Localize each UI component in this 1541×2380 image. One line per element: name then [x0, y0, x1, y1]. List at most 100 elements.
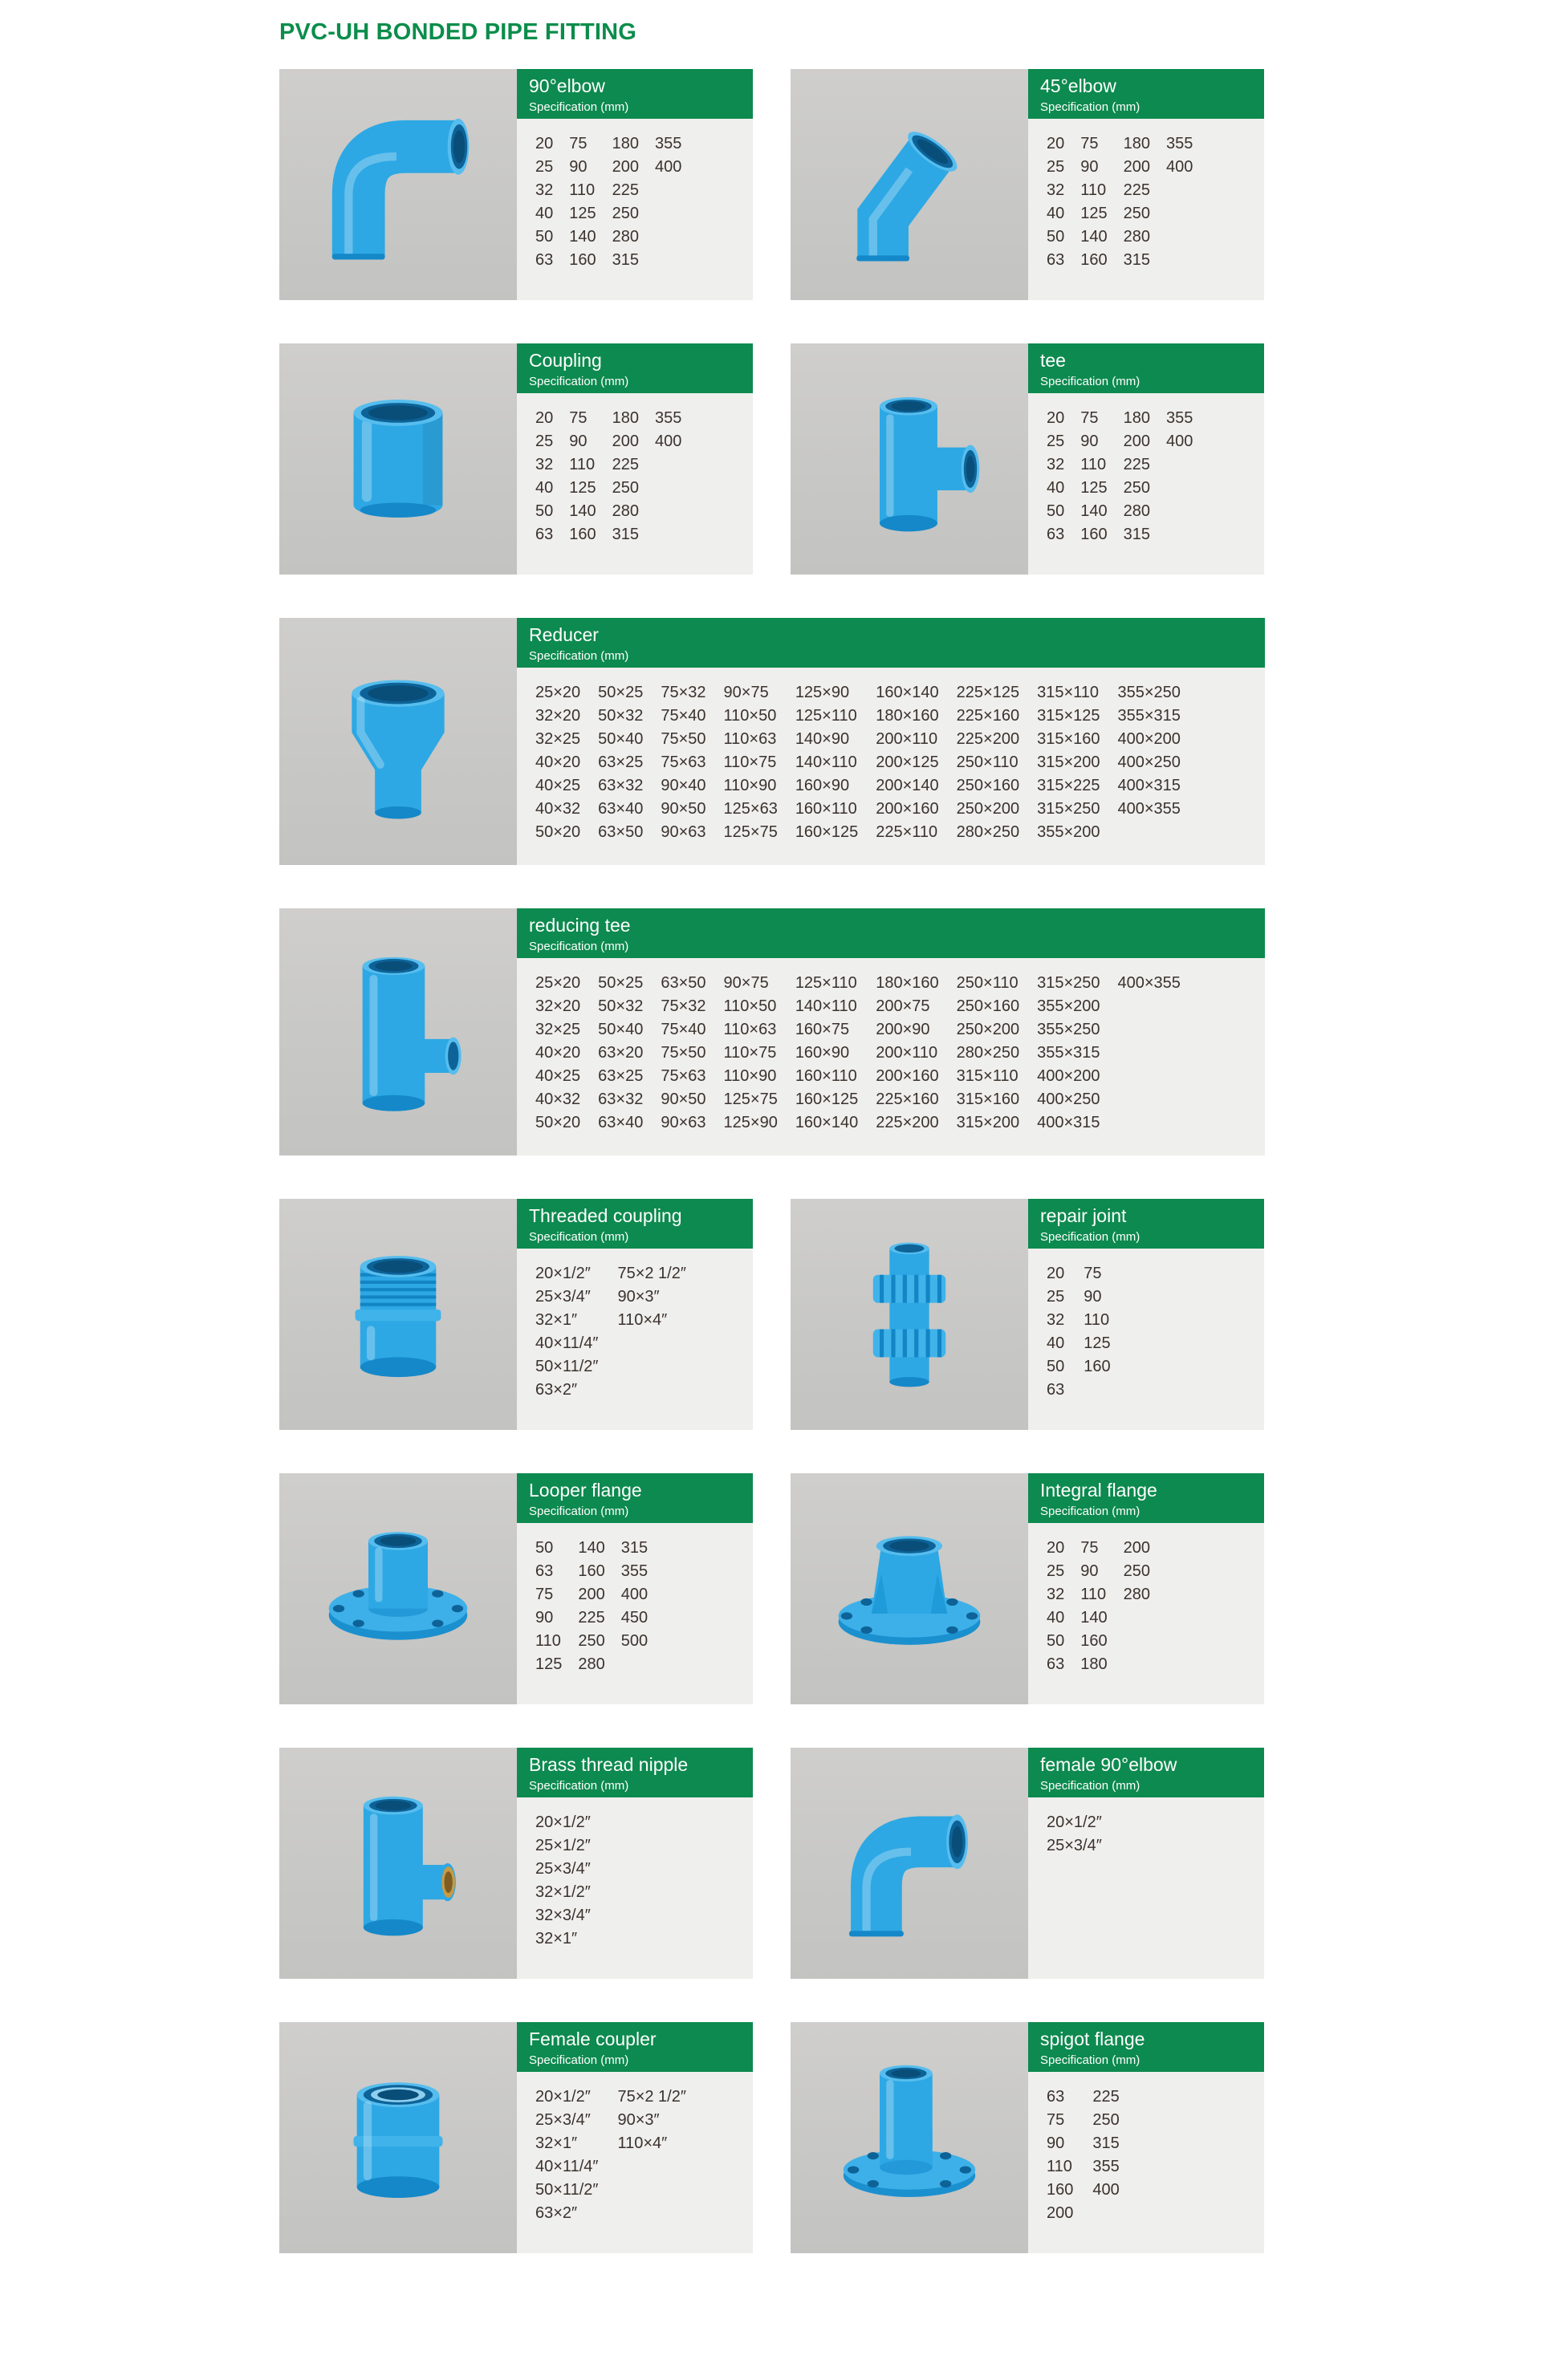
- spec-panel: Integral flange Specification (mm) 20 75 2…: [1028, 1473, 1264, 1704]
- spec-value: 25×20: [535, 684, 581, 701]
- spec-value: [617, 2205, 686, 2221]
- spec-value: 315: [1092, 2134, 1120, 2152]
- spec-value: 50: [535, 1539, 554, 1557]
- spec-value: 400×315: [1117, 777, 1181, 794]
- spec-value: 90: [1080, 158, 1099, 176]
- spec-value: [1092, 2205, 1119, 2221]
- spec-value: 110×75: [723, 1044, 777, 1062]
- female-coupler-fitting-icon: [353, 2082, 443, 2198]
- spec-value: [617, 1335, 686, 1351]
- spec-value: [1118, 824, 1181, 840]
- spec-header: 90°elbow Specification (mm): [517, 69, 753, 119]
- spec-value: 50×40: [598, 1021, 644, 1038]
- product-title: 45°elbow: [1040, 75, 1116, 96]
- spec-value: 160: [578, 1562, 605, 1580]
- spec-value: 20×1/2″: [535, 1265, 591, 1282]
- spec-value: 20×1/2″: [535, 2088, 591, 2106]
- spec-value: 160×90: [795, 1044, 850, 1062]
- spec-value: 40×11/4″: [535, 1334, 599, 1352]
- spec-value: 180×160: [876, 974, 939, 992]
- spec-value: 110: [569, 456, 596, 473]
- spec-value: 355×315: [1037, 1044, 1100, 1062]
- product-image-tee: [791, 343, 1028, 575]
- spec-value: [1166, 526, 1193, 542]
- spec-value: 140: [1080, 1609, 1108, 1627]
- spigot-flange-fitting-icon: [843, 2065, 976, 2197]
- spec-value: 25: [1047, 433, 1065, 450]
- spec-value: 32×20: [535, 707, 581, 725]
- spec-value: 90×50: [661, 1090, 706, 1108]
- spec-table: 25×20 50×25 63×50 90×75 125×110 180×160 250×11…: [517, 958, 1265, 1155]
- spec-value: 200×160: [876, 1067, 939, 1085]
- spec-value: 110: [1080, 456, 1107, 473]
- spec-value: 63×40: [598, 1114, 644, 1131]
- spec-value: 140×90: [795, 730, 850, 748]
- spec-value: 315×250: [1037, 800, 1100, 818]
- spec-value: 160×110: [795, 1067, 857, 1085]
- spec-value: 75×32: [661, 997, 706, 1015]
- integral-flange-fitting-icon: [838, 1536, 981, 1645]
- product-card-threaded-coupling: Threaded coupling Specification (mm) 20×…: [279, 1199, 753, 1430]
- spec-value: 225: [1092, 2088, 1120, 2106]
- spec-value: 200: [578, 1586, 605, 1603]
- spec-value: 160: [1080, 251, 1108, 269]
- spec-value: 40×20: [535, 1044, 581, 1062]
- spec-unit-label: Specification (mm): [529, 1779, 629, 1793]
- spec-value: 75: [1084, 1265, 1102, 1282]
- spec-value: [655, 480, 681, 496]
- product-title: Integral flange: [1040, 1480, 1157, 1501]
- spec-value: 110: [1080, 1586, 1107, 1603]
- spec-value: 200: [1123, 433, 1150, 450]
- spec-value: 50×25: [598, 684, 644, 701]
- spec-value: [617, 2182, 686, 2198]
- spec-value: 225×110: [876, 823, 938, 841]
- spec-value: 90×3″: [617, 1288, 660, 1306]
- spec-value: 315×160: [956, 1090, 1020, 1108]
- spec-value: [1166, 480, 1193, 496]
- spec-value: 50×32: [598, 707, 644, 725]
- spec-value: 125×63: [723, 800, 778, 818]
- spec-value: 25: [1047, 158, 1065, 176]
- spec-value: 315: [620, 1539, 649, 1557]
- spec-value: 315: [1123, 526, 1150, 543]
- spec-value: 63×32: [598, 1090, 644, 1108]
- spec-value: 40: [1047, 479, 1065, 497]
- repair-joint-fitting-icon: [872, 1242, 946, 1387]
- spec-value: 315×110: [956, 1067, 1019, 1085]
- spec-value: 225×200: [956, 730, 1020, 748]
- spec-value: 160: [569, 526, 596, 543]
- spec-value: 50×20: [535, 1114, 581, 1131]
- spec-value: 250×110: [956, 974, 1019, 992]
- spec-header: reducing tee Specification (mm): [517, 908, 1265, 958]
- spec-value: 225: [1123, 456, 1150, 473]
- spec-value: [621, 1656, 648, 1672]
- page-title: PVC-UH BONDED PIPE FITTING: [279, 19, 637, 45]
- spec-value: 200×90: [876, 1021, 930, 1038]
- spec-table: 20 75 180 355 25 90 200 400 32 110 225 40 125 250 50 14…: [1028, 393, 1264, 575]
- spec-value: [1118, 1021, 1181, 1038]
- spec-value: 25×3/4″: [535, 1860, 591, 1878]
- spec-value: [1166, 503, 1193, 519]
- product-image-integral-flange: [791, 1473, 1028, 1704]
- spec-header: Looper flange Specification (mm): [517, 1473, 753, 1523]
- product-grid: 90°elbow Specification (mm) 20 75 180 355 25…: [279, 69, 1265, 2253]
- spec-value: [1166, 252, 1193, 268]
- spec-value: 110×4″: [617, 1311, 668, 1329]
- spec-table: 20 75 180 355 25 90 200 400 32 110 225 40 125 250 50 14…: [517, 393, 753, 575]
- spec-table: 20 75 25 90 32 110 40 125 50 160 63: [1028, 1249, 1264, 1430]
- spec-value: 280: [612, 502, 639, 520]
- product-card-spigot-flange: spigot flange Specification (mm) 63 225 75…: [791, 2022, 1264, 2253]
- spec-table: 20×1/2″ 75×2 1/2″ 25×3/4″ 90×3″ 32×1″ 110×4″ 4…: [517, 2072, 753, 2253]
- product-image-looper-flange: [279, 1473, 517, 1704]
- spec-value: 315×200: [1037, 753, 1100, 771]
- spec-value: 75×50: [661, 730, 706, 748]
- spec-table: 20 75 180 355 25 90 200 400 32 110 225 40 125 250 50 14…: [1028, 119, 1264, 300]
- product-title: Looper flange: [529, 1480, 642, 1501]
- product-card-elbow-90: 90°elbow Specification (mm) 20 75 180 355 25…: [279, 69, 753, 300]
- spec-value: 355×200: [1037, 823, 1100, 841]
- product-title: Reducer: [529, 624, 599, 645]
- spec-unit-label: Specification (mm): [529, 100, 629, 114]
- spec-value: 315×160: [1037, 730, 1100, 748]
- product-card-female-elbow: female 90°elbow Specification (mm) 20×1/…: [791, 1748, 1264, 1979]
- spec-value: [1118, 1068, 1181, 1084]
